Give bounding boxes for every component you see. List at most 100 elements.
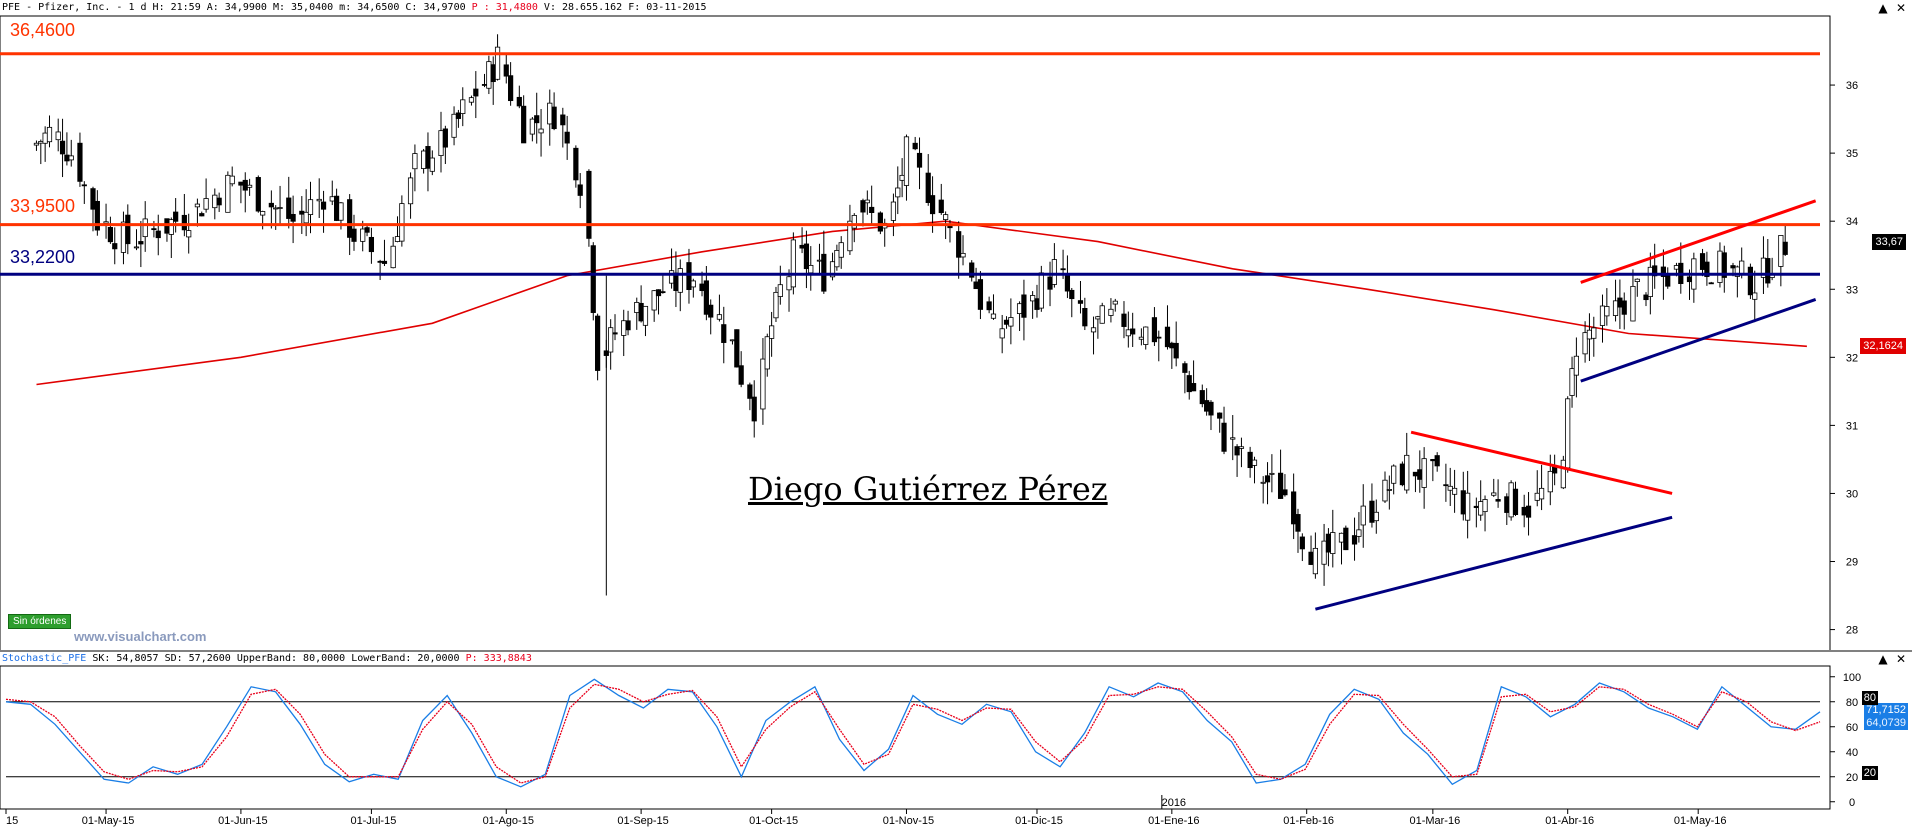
candle [938, 183, 944, 215]
candle [586, 169, 592, 247]
candle [834, 244, 840, 271]
candle [225, 171, 231, 213]
candle-body [229, 175, 235, 185]
candle-body [1151, 317, 1158, 343]
candle [351, 214, 357, 251]
time-tick-label: 01-Jun-15 [218, 815, 268, 827]
lower-band-tag: 20 [1861, 766, 1878, 780]
candle-body [242, 179, 248, 191]
candle-body [1704, 261, 1710, 277]
candle-body [138, 241, 144, 245]
candle-body [534, 115, 540, 124]
candle-body [412, 153, 418, 170]
candle [777, 265, 783, 305]
candle [734, 329, 740, 368]
candle-body [760, 358, 766, 410]
candle-body [829, 261, 836, 278]
candle [1721, 245, 1727, 293]
year-marker: 2016 [1162, 797, 1186, 809]
candle-body [1221, 422, 1227, 452]
candle-body [1778, 235, 1784, 267]
candle [1217, 412, 1223, 433]
candle-body [1051, 259, 1057, 285]
candle-body [316, 198, 322, 202]
candle-body [334, 195, 340, 221]
candle-body [1582, 332, 1588, 355]
stochastic-sd-line [5, 683, 1821, 784]
triangle-upper-trendline [1410, 430, 1673, 495]
candle-body [529, 118, 535, 135]
candle-body [225, 174, 231, 213]
candle [473, 71, 479, 119]
candle [595, 313, 601, 381]
candle [133, 229, 140, 251]
candle-body [1169, 342, 1175, 349]
last-price-tag: 33,67 [1872, 234, 1906, 250]
candle-body [547, 102, 553, 125]
candle-body [521, 105, 527, 144]
author-watermark: Diego Gutiérrez Pérez [748, 470, 1108, 508]
stochastic-values: SK: 54,8057 SD: 57,2600 UpperBand: 80,00… [92, 653, 460, 664]
candle [364, 225, 370, 237]
candle [125, 204, 131, 255]
candle [642, 305, 649, 337]
candle-body [956, 231, 962, 258]
candle-body [677, 268, 683, 293]
close-icon[interactable]: ✕ [1895, 652, 1907, 666]
candle [851, 213, 857, 243]
candle [516, 85, 522, 109]
candle [1495, 479, 1501, 508]
candle-body [407, 177, 414, 205]
candle-body [821, 253, 827, 292]
candle [986, 296, 992, 314]
stochastic-p: P: 333,8843 [465, 653, 532, 664]
candle [1582, 321, 1588, 363]
candle-body [1417, 469, 1423, 480]
candle [407, 172, 414, 219]
candle [1082, 297, 1088, 331]
candle-body [64, 154, 70, 162]
close-icon[interactable]: ✕ [1895, 1, 1907, 15]
orders-badge[interactable]: Sin órdenes [8, 614, 72, 629]
scroll-up-icon[interactable]: ▲ [1878, 1, 1888, 15]
candle-body [473, 88, 479, 97]
candle [1151, 307, 1158, 346]
candle [551, 92, 557, 131]
candle [990, 294, 997, 320]
candle-body [42, 132, 48, 144]
candle-body [799, 244, 805, 249]
candle-body [1730, 265, 1736, 269]
price-tick-label: 29 [1846, 557, 1858, 569]
candle-body [642, 305, 649, 326]
candle [1573, 337, 1579, 398]
candle [1569, 356, 1575, 408]
candle-body [1443, 484, 1449, 487]
candle-body [773, 291, 779, 319]
candle-body [890, 201, 897, 221]
candle-body [425, 146, 431, 169]
candle-body [368, 236, 375, 253]
candle-body [551, 106, 557, 130]
candle [912, 136, 918, 151]
candle-body [181, 214, 187, 231]
candle-body [516, 96, 522, 107]
candle-body [1156, 336, 1162, 339]
candle [33, 140, 40, 151]
stoch-tick-label: 20 [1846, 772, 1858, 784]
candle-body [1747, 266, 1753, 296]
candle-body [1190, 383, 1197, 392]
candle [1634, 278, 1640, 297]
candle-body [103, 221, 109, 224]
candle-body [481, 84, 488, 86]
candle-body [142, 218, 148, 238]
candle-body [1634, 278, 1640, 282]
candle-body [838, 242, 844, 258]
candle-body [320, 201, 327, 210]
candle [77, 132, 83, 187]
candle [1782, 223, 1788, 256]
candle [651, 289, 657, 322]
candle-body [268, 202, 274, 208]
candle [1512, 481, 1519, 517]
candle-body [1008, 317, 1014, 327]
scroll-up-icon[interactable]: ▲ [1878, 652, 1888, 666]
